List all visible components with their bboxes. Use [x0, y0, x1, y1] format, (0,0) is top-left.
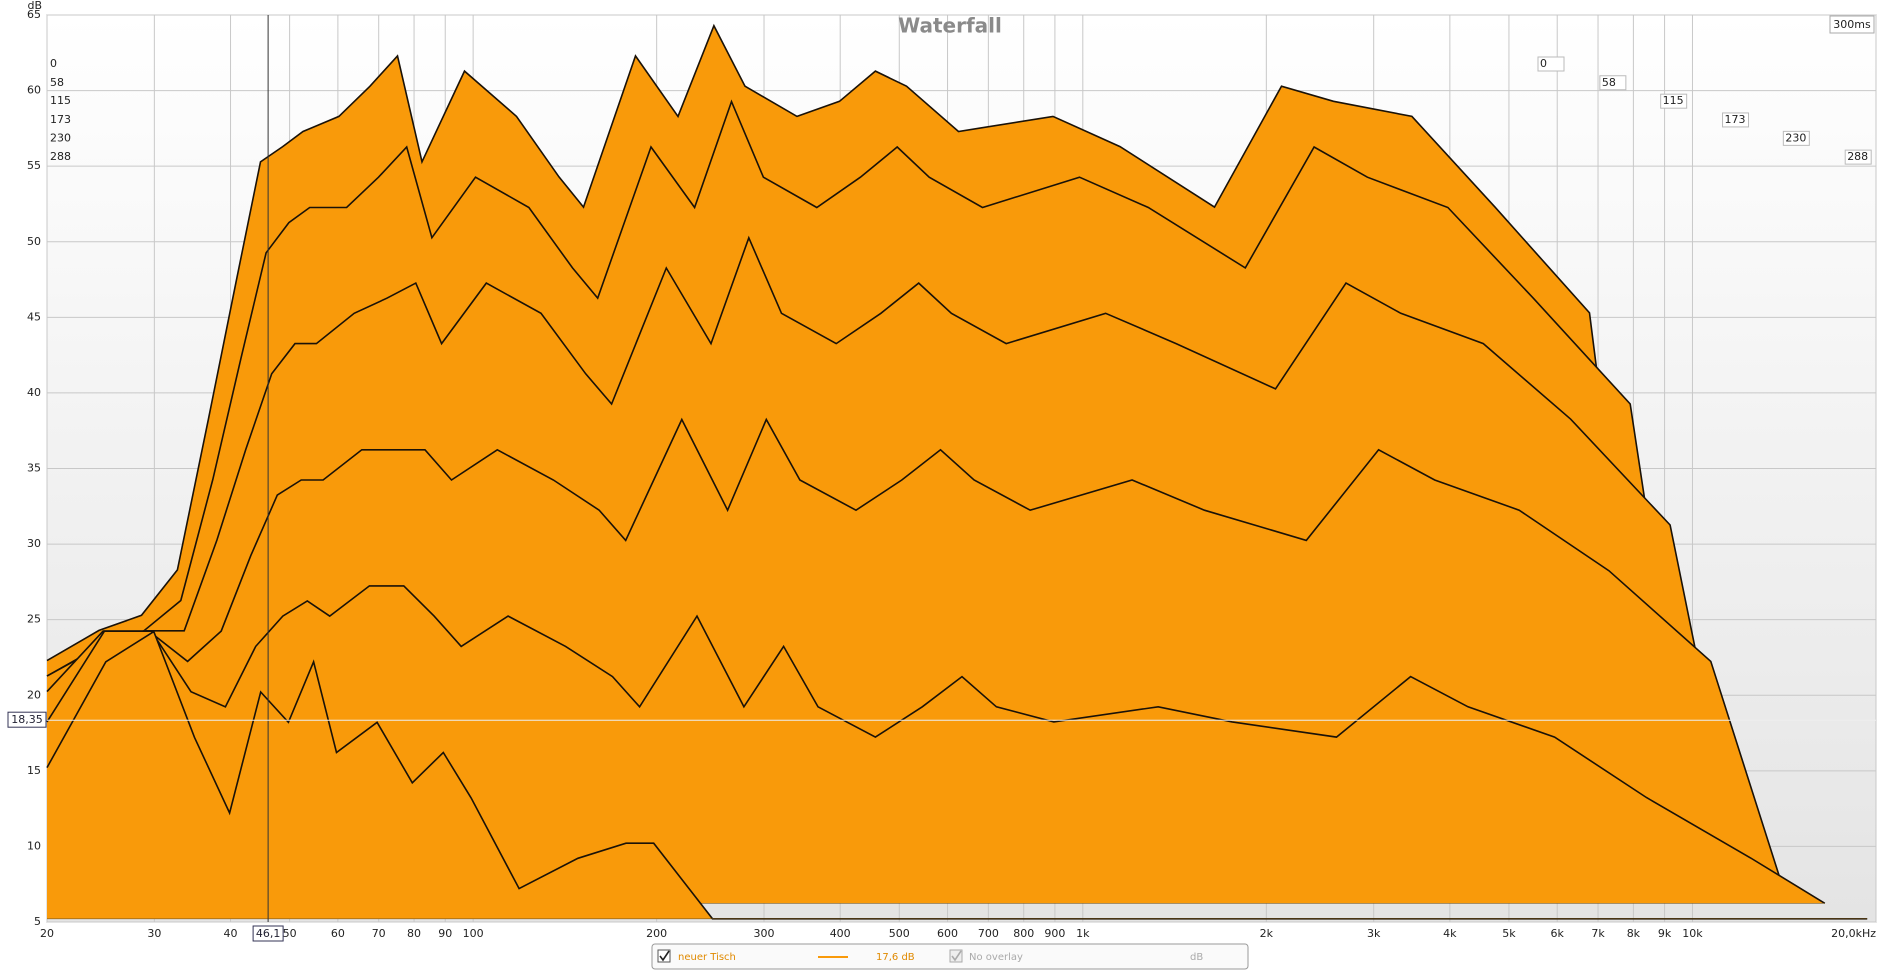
x-tick-label: 600: [937, 927, 958, 940]
x-tick-label: 40: [224, 927, 238, 940]
z-tick-label: 173: [50, 113, 71, 126]
y-tick-label: 35: [27, 462, 41, 475]
x-tick-label: 7k: [1591, 927, 1605, 940]
check: [951, 950, 962, 962]
x-tick-label: 400: [830, 927, 851, 940]
legend: neuer Tisch 17,6 dB No overlay dB: [651, 943, 1249, 970]
z-tick-label: 230: [50, 131, 71, 144]
depth-box: [1829, 15, 1875, 34]
x-tick-label: 4k: [1443, 927, 1457, 940]
z-tick-label: 58: [50, 76, 64, 89]
x-tick-label: 800: [1013, 927, 1034, 940]
z-tick-box: [1660, 93, 1688, 109]
y-tick-label: 10: [27, 839, 41, 852]
cursor-y-box: [7, 711, 47, 728]
x-tick-label: 60: [331, 927, 345, 940]
y-tick-label: 25: [27, 613, 41, 626]
z-tick-box: [1599, 75, 1627, 91]
x-tick-label: 300: [754, 927, 775, 940]
x-tick-label: 10k: [1682, 927, 1703, 940]
z-tick-box: [1782, 130, 1810, 146]
x-tick-label: 2k: [1260, 927, 1274, 940]
x-tick-label: 50: [283, 927, 297, 940]
y-tick-label: 15: [27, 764, 41, 777]
x-tick-label: 90: [438, 927, 452, 940]
y-tick-label: 60: [27, 84, 41, 97]
legend-readout: 17,6 dB: [876, 952, 915, 963]
slice-area: [47, 585, 1825, 904]
z-tick-label: 58: [1602, 76, 1616, 89]
cursor-y-label: 18,35: [11, 713, 43, 726]
y-tick-label: 40: [27, 386, 41, 399]
y-tick-label: 30: [27, 537, 41, 550]
x-tick-label: 500: [889, 927, 910, 940]
overlay-unit: dB: [1190, 952, 1203, 963]
z-tick-label: 115: [1663, 94, 1684, 107]
x-tick-label: 80: [407, 927, 421, 940]
cursor-x-label: 46,1: [256, 927, 281, 940]
y-tick-label: 45: [27, 310, 41, 323]
check: [659, 950, 670, 962]
x-tick-label: 1k: [1076, 927, 1090, 940]
x-tick-label: 5k: [1502, 927, 1516, 940]
z-tick-label: 173: [1725, 113, 1746, 126]
cursor-x-box: [252, 925, 284, 942]
chart-title: Waterfall: [898, 14, 1002, 38]
y-tick-label: 55: [27, 159, 41, 172]
slice-line: [46, 585, 1826, 904]
y-tick-label: 5: [34, 915, 41, 928]
z-tick-label: 0: [1540, 57, 1547, 70]
slice-line: [46, 235, 1742, 873]
overlay: 0 0 58 58 115 115 173 173 230 230 288 288 46,1 18,35: [7, 15, 1876, 942]
z-tick-box: [1722, 112, 1750, 128]
y-unit: dB: [27, 0, 42, 12]
z-tick-box: [1844, 149, 1872, 165]
z-tick-label: 230: [1785, 131, 1806, 144]
z-tick-label: 288: [1847, 150, 1868, 163]
y-tick-label: 50: [27, 235, 41, 248]
slice-line: [46, 99, 1700, 858]
z-tick-label: 288: [50, 150, 71, 163]
x-tick-label: 900: [1044, 927, 1065, 940]
x-tick-label: 30: [147, 927, 161, 940]
z-tick-label: 0: [50, 57, 57, 70]
legend-name: neuer Tisch: [678, 952, 736, 963]
slice-line: [46, 23, 1658, 843]
x-tick-label: 100: [463, 927, 484, 940]
x-tick-label: 8k: [1627, 927, 1641, 940]
depth-label: 300ms: [1833, 18, 1871, 31]
z-tick-label: 115: [50, 94, 71, 107]
x-tick-label: 6k: [1551, 927, 1565, 940]
x-tick-label: 700: [978, 927, 999, 940]
x-tick-label: 200: [646, 927, 667, 940]
x-tick-label: 20: [40, 927, 54, 940]
x-tick-label: 3k: [1367, 927, 1381, 940]
x-tick-label: 9k: [1658, 927, 1672, 940]
y-tick-label: 20: [27, 688, 41, 701]
x-tick-label: 70: [372, 927, 386, 940]
surface: [46, 23, 1868, 920]
overlay-label: No overlay: [969, 952, 1023, 963]
x-tick-label: 20,0kHz: [1831, 927, 1876, 940]
y-tick-label: 65: [27, 8, 41, 21]
slice-area: [47, 631, 1868, 919]
z-tick-box: [1537, 56, 1565, 72]
